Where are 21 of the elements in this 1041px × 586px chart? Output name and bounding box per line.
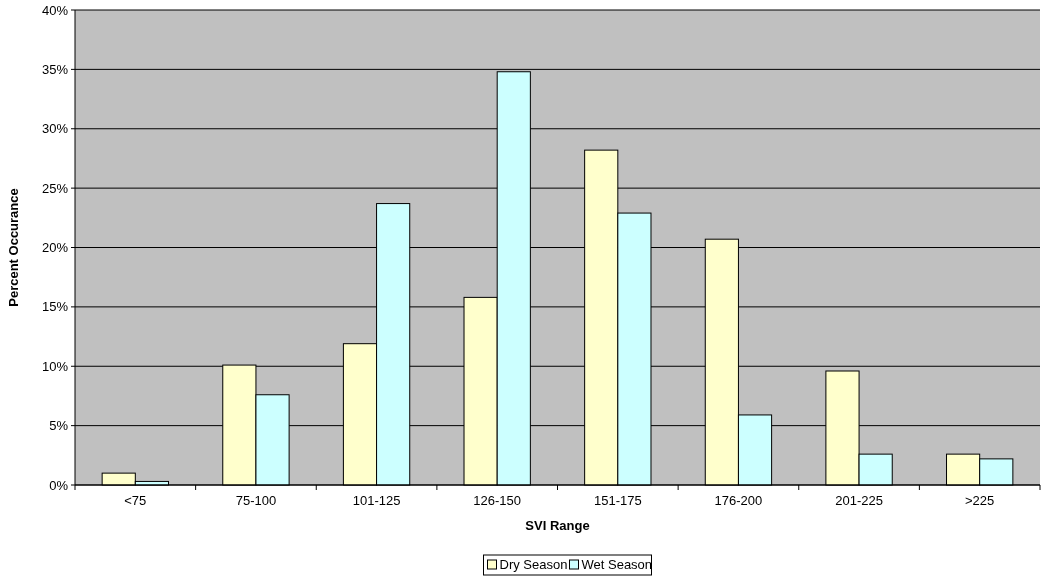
- y-tick-label: 0%: [49, 477, 69, 493]
- y-tick-label: 20%: [41, 240, 69, 256]
- y-tick-label: 30%: [41, 121, 69, 137]
- x-tick-label: 176-200: [714, 493, 763, 508]
- legend-label: Dry Season: [499, 557, 568, 572]
- y-tick-label: 5%: [49, 418, 69, 434]
- x-tick-label: 101-125: [352, 493, 401, 508]
- y-tick-label: 15%: [41, 299, 69, 315]
- y-tick-label: 35%: [41, 61, 69, 77]
- x-axis-title: SVI Range: [525, 518, 590, 533]
- y-tick-label: 40%: [41, 2, 69, 18]
- x-tick-label: <75: [124, 493, 147, 508]
- y-axis-title: Percent Occurance: [6, 188, 21, 307]
- x-tick-label: >225: [965, 493, 995, 508]
- x-tick-label: 126-150: [473, 493, 522, 508]
- x-tick-label: 201-225: [835, 493, 883, 508]
- x-tick-label: 75-100: [235, 493, 277, 508]
- y-tick-label: 10%: [41, 358, 69, 374]
- legend-label: Wet Season: [581, 557, 653, 572]
- x-tick-label: 151-175: [593, 493, 642, 508]
- y-tick-label: 25%: [41, 180, 69, 196]
